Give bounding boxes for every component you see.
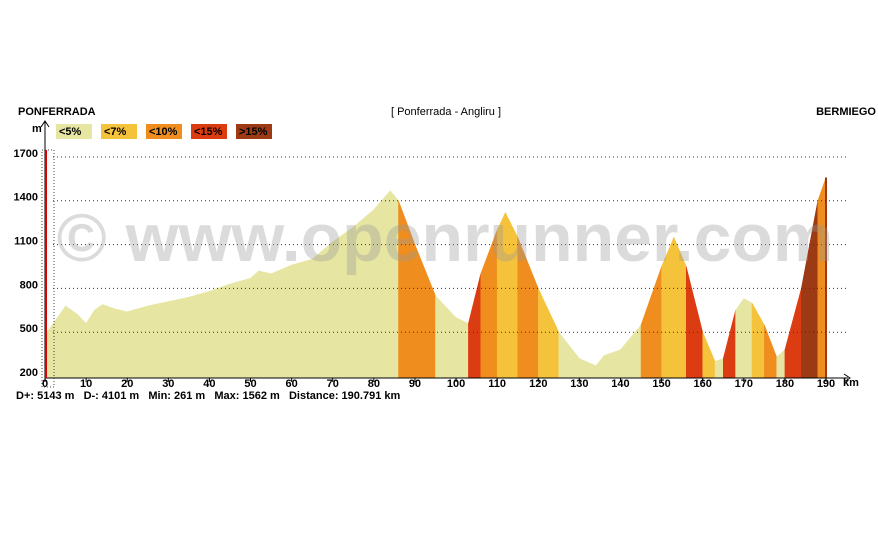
elevation-segment <box>94 303 103 379</box>
elevation-segment <box>751 302 765 379</box>
elevation-segment <box>270 264 292 379</box>
chart-title: [ Ponferrada - Angliru ] <box>391 106 501 118</box>
y-axis-label: m <box>32 123 42 135</box>
elevation-segment <box>85 309 95 379</box>
x-tick-label: 190 <box>817 378 835 390</box>
x-tick-label: 30 <box>162 378 174 390</box>
elevation-segment <box>714 358 724 379</box>
start-label: PONFERRADA <box>18 106 96 118</box>
elevation-segment <box>595 354 605 379</box>
x-tick-label: 60 <box>286 378 298 390</box>
plot: <5% <7% <10% <15% >15% 200 500 800 1100 1400 1700 0… <box>14 120 851 390</box>
legend-label: <15% <box>194 126 223 138</box>
legend-swatch <box>191 124 227 139</box>
x-tick-label: 100 <box>447 378 465 390</box>
elevation-segment <box>702 332 716 379</box>
y-tick-label: 1700 <box>14 148 38 160</box>
legend-label: <5% <box>59 126 82 138</box>
elevation-segment <box>558 331 580 379</box>
elevation-segment <box>538 288 560 379</box>
elevation-segment <box>579 358 597 379</box>
x-axis-label: km <box>843 377 859 389</box>
x-tick-label: 120 <box>529 378 547 390</box>
start-box <box>41 149 55 388</box>
legend-swatch <box>101 124 137 139</box>
elevation-segment <box>764 324 777 379</box>
x-tick-label: 160 <box>694 378 712 390</box>
elevation-segment <box>52 305 66 379</box>
y-tick-label: 1100 <box>14 236 38 248</box>
elevation-segment <box>640 266 662 379</box>
elevation-segment <box>114 308 128 379</box>
elevation-segment <box>468 273 481 379</box>
elevation-segment <box>776 349 786 379</box>
x-tick-label: 150 <box>652 378 670 390</box>
x-tick-label: 90 <box>409 378 421 390</box>
y-tick-label: 200 <box>20 367 38 379</box>
elevation-segment <box>229 277 251 379</box>
y-tick-label: 800 <box>20 279 38 291</box>
x-tick-label: 130 <box>570 378 588 390</box>
legend-swatch <box>236 124 272 139</box>
elevation-segment <box>168 296 190 379</box>
elevation-segment <box>258 270 272 379</box>
elevation-segment <box>147 301 169 379</box>
elevation-segment <box>188 290 210 379</box>
stats: D+: 5143 m D-: 4101 m Min: 261 m Max: 15… <box>16 390 400 402</box>
elevation-segment <box>685 266 703 379</box>
watermark: © www.openrunner.com <box>57 200 834 276</box>
elevation-segment <box>77 314 87 379</box>
x-tick-label: 140 <box>611 378 629 390</box>
elevation-segment <box>65 305 79 379</box>
y-axis-arrow <box>40 120 50 128</box>
x-tick-label: 180 <box>776 378 794 390</box>
y-tick-label: 500 <box>20 323 38 335</box>
legend-label: >15% <box>239 126 268 138</box>
x-tick-label: 50 <box>244 378 256 390</box>
x-tick-label: 80 <box>368 378 380 390</box>
elevation-segment <box>743 298 753 379</box>
x-tick-label: 0 <box>42 378 48 390</box>
x-tick-label: 20 <box>121 378 133 390</box>
elevation-segment <box>722 310 736 379</box>
x-tick-label: 170 <box>735 378 753 390</box>
elevation-segment <box>291 258 313 379</box>
x-tick-label: 10 <box>80 378 92 390</box>
elevation-segment <box>250 270 259 379</box>
y-tick-label: 1400 <box>14 192 38 204</box>
elevation-segment <box>209 283 231 379</box>
legend-swatch <box>56 124 92 139</box>
elevation-segment <box>784 288 802 379</box>
end-label: BERMIEGO <box>816 106 876 118</box>
elevation-segment <box>735 297 745 379</box>
elevation-segment <box>102 304 116 379</box>
elevation-segment <box>126 305 149 379</box>
legend-swatch <box>146 124 182 139</box>
x-tick-label: 110 <box>488 378 506 390</box>
elevation-segment <box>435 295 457 379</box>
elevation-segment <box>620 324 642 379</box>
elevation-segment <box>455 317 469 379</box>
legend-label: <7% <box>104 126 127 138</box>
x-axis-arrow <box>843 373 851 383</box>
elevation-segment <box>603 349 621 379</box>
x-tick-label: 40 <box>203 378 215 390</box>
x-tick-label: 70 <box>327 378 339 390</box>
legend-label: <10% <box>149 126 178 138</box>
